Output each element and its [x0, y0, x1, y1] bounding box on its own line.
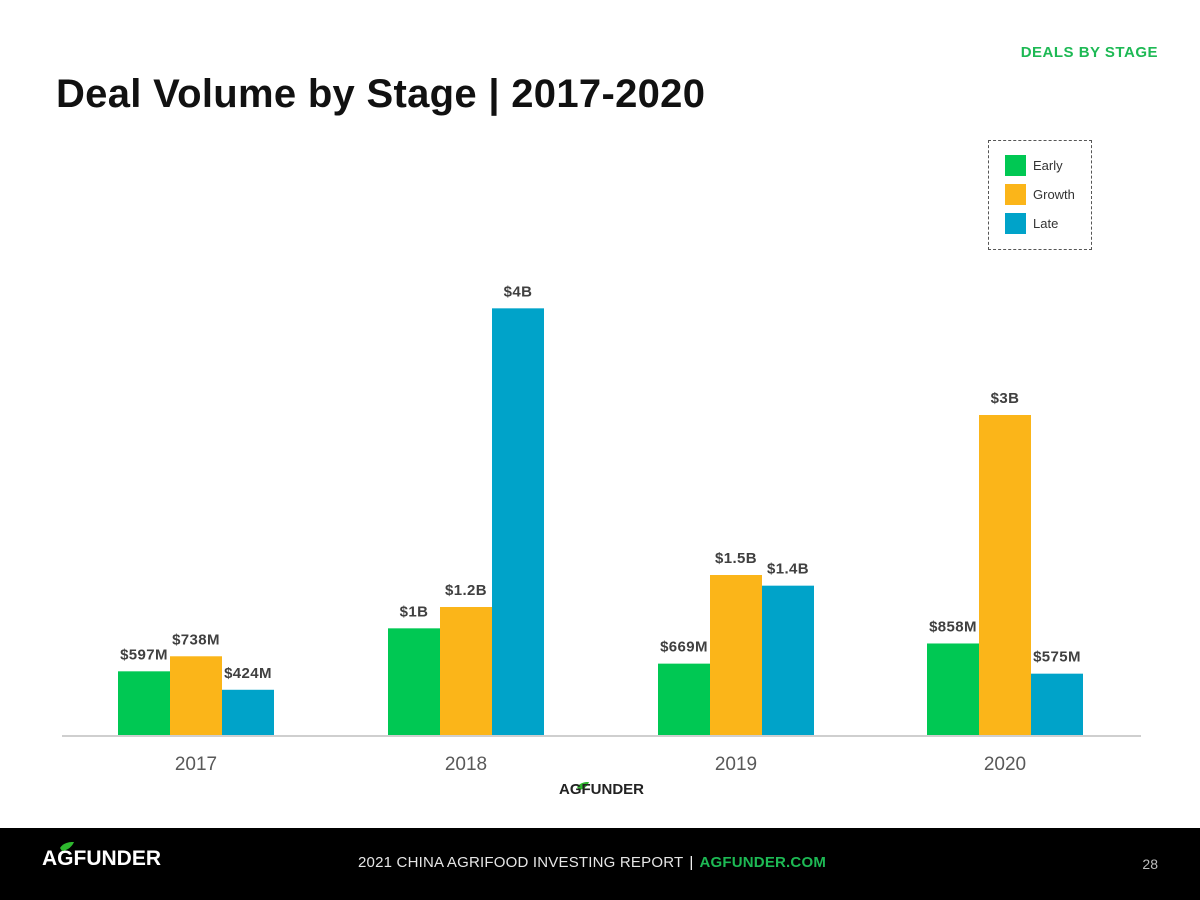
bar-label-growth-2017: $738M — [172, 631, 220, 648]
chart-logo-text: AGFUNDER — [559, 781, 644, 798]
section-tag: DEALS BY STAGE — [1020, 44, 1158, 61]
bar-chart: $597M $1B $669M $858M $738M $1.2B $1.5B $3B $424… — [62, 283, 1141, 775]
footer-report-text: 2021 CHINA AGRIFOOD INVESTING REPORT | AGF… — [358, 854, 826, 871]
bar-label-early-2018: $1B — [400, 603, 429, 620]
bar-growth-2020 — [979, 415, 1031, 735]
footer-site-link[interactable]: AGFUNDER.COM — [699, 854, 827, 871]
bar-label-late-2020: $575M — [1033, 649, 1081, 666]
report-title: 2021 CHINA AGRIFOOD INVESTING REPORT — [358, 854, 684, 871]
bar-label-late-2019: $1.4B — [767, 561, 809, 578]
footer-bar: AGFUNDER 2021 CHINA AGRIFOOD INVESTING R… — [0, 828, 1200, 900]
chart-logo-label: AGFUNDER — [559, 781, 644, 798]
bar-label-early-2017: $597M — [120, 646, 168, 663]
bar-label-early-2020: $858M — [929, 618, 977, 635]
bar-growth-2017 — [170, 656, 222, 735]
bars-layer — [118, 308, 1083, 735]
bar-labels-layer: $597M $1B $669M $858M $738M $1.2B $1.5B $3B $424… — [120, 283, 1081, 682]
chart-logo — [559, 781, 709, 811]
x-tick-label-2017: 2017 — [175, 754, 217, 775]
legend-item-growth: Growth — [1005, 183, 1075, 205]
x-tick-label-2020: 2020 — [984, 754, 1026, 775]
x-tick-label-2018: 2018 — [445, 754, 487, 775]
legend-label-early: Early — [1033, 157, 1063, 173]
legend-swatch-late — [1005, 212, 1026, 234]
x-tick-labels-layer: 2017 2018 2019 2020 — [175, 754, 1026, 775]
x-tick-label-2019: 2019 — [715, 754, 757, 775]
bar-late-2018 — [492, 308, 544, 735]
bar-label-growth-2018: $1.2B — [445, 582, 487, 599]
footer-logo-label: AGFUNDER — [42, 847, 161, 870]
bar-late-2017 — [222, 689, 274, 735]
footer-leaf-icon — [60, 841, 74, 851]
legend-swatch-early — [1005, 154, 1026, 176]
bar-late-2020 — [1031, 673, 1083, 735]
bar-label-growth-2019: $1.5B — [715, 550, 757, 567]
legend-label-late: Late — [1033, 215, 1059, 231]
footer-logo: AGFUNDER — [42, 841, 161, 870]
legend-item-late: Late — [1005, 212, 1058, 234]
bar-label-late-2018: $4B — [504, 283, 533, 300]
footer-separator: | — [689, 854, 694, 871]
bar-late-2019 — [762, 585, 814, 735]
bar-early-2017 — [118, 671, 170, 735]
page-title: Deal Volume by Stage | 2017-2020 — [56, 72, 706, 116]
chart-legend: Early Growth Late — [988, 140, 1092, 250]
bar-early-2018 — [388, 628, 440, 735]
bar-growth-2019 — [710, 575, 762, 735]
agfunder-leaf-icon — [577, 781, 589, 790]
legend-label-growth: Growth — [1033, 186, 1075, 202]
bar-label-late-2017: $424M — [224, 665, 272, 682]
bar-early-2019 — [658, 663, 710, 735]
bar-label-early-2019: $669M — [660, 639, 708, 656]
legend-item-early: Early — [1005, 154, 1063, 176]
page-number: 28 — [1142, 856, 1158, 872]
legend-swatch-growth — [1005, 183, 1026, 205]
bar-growth-2018 — [440, 607, 492, 735]
bar-early-2020 — [927, 643, 979, 735]
bar-label-growth-2020: $3B — [991, 390, 1020, 407]
